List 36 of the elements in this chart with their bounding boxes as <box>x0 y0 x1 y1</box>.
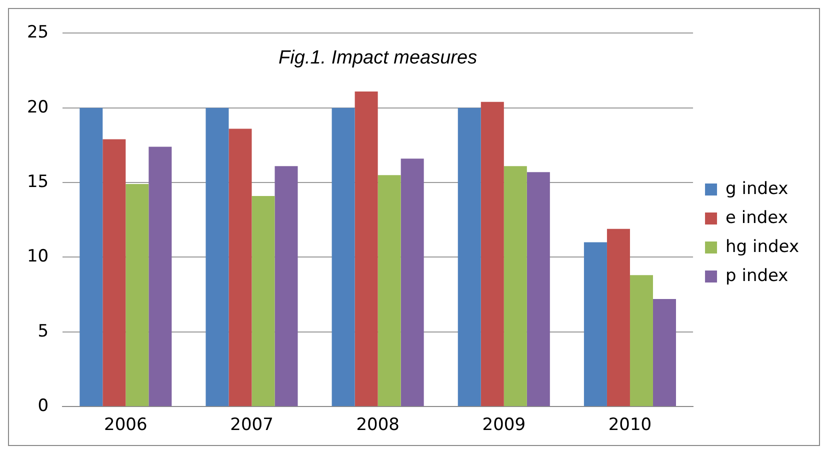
bar <box>332 108 355 406</box>
bar <box>480 102 504 406</box>
legend-label: hg index <box>726 236 800 257</box>
x-tick-label: 2010 <box>608 415 652 436</box>
bar <box>652 299 676 406</box>
text: Fig.1. Impact measures <box>278 47 478 68</box>
bar <box>504 166 527 406</box>
legend-label: p index <box>726 266 788 286</box>
bar <box>526 172 550 406</box>
y-tick-label: 0 <box>38 396 49 416</box>
bar <box>630 275 653 406</box>
x-tick-label: 2007 <box>230 415 274 436</box>
bar <box>378 175 401 406</box>
bar <box>354 91 378 406</box>
x-tick-label: 2008 <box>356 415 400 436</box>
bar <box>148 146 172 406</box>
bar <box>126 184 149 406</box>
legend-label: e index <box>726 208 788 228</box>
y-tick-label: 5 <box>38 321 49 342</box>
x-tick-label: 2006 <box>104 415 148 436</box>
bar <box>206 108 229 406</box>
y-tick-label: 15 <box>26 172 49 192</box>
bar <box>458 108 481 406</box>
bar <box>606 228 630 406</box>
bar <box>584 242 607 406</box>
bar <box>400 158 424 406</box>
bar <box>274 166 298 406</box>
y-tick-label: 20 <box>26 97 49 118</box>
bar <box>228 128 252 406</box>
x-tick-label: 2009 <box>482 415 526 436</box>
bar <box>102 139 126 406</box>
y-tick-label: 25 <box>26 22 49 43</box>
bar <box>80 108 103 406</box>
bar <box>252 196 275 406</box>
y-tick-label: 10 <box>26 246 49 267</box>
legend-label: g index <box>726 178 788 199</box>
